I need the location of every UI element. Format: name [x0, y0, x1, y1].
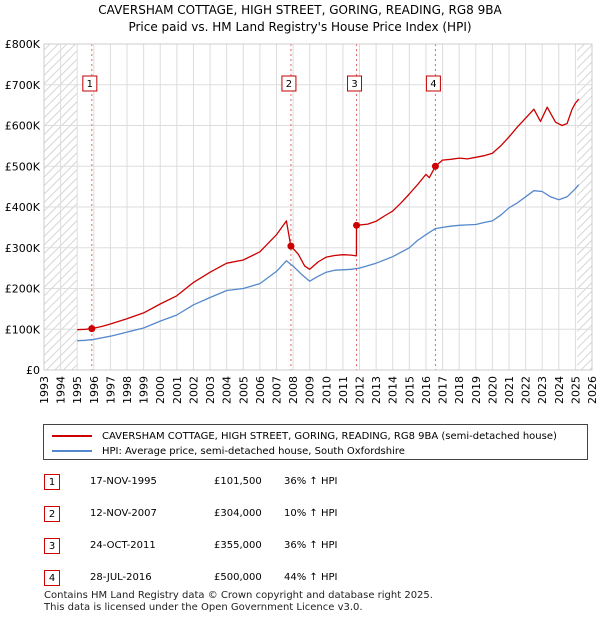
sale-hpi-diff: 36% ↑ HPI [284, 540, 338, 551]
legend-swatch-property [52, 435, 92, 437]
sale-point [353, 221, 361, 229]
sale-hpi-diff: 44% ↑ HPI [284, 572, 338, 583]
x-tick-label: 2002 [187, 376, 200, 404]
sale-label-box [347, 75, 363, 92]
x-tick-label: 2006 [254, 376, 267, 404]
hpi-series-line [77, 184, 580, 342]
x-tick-label: 2023 [536, 376, 549, 404]
sale-label-number: 3 [351, 79, 357, 90]
x-tick-label: 2019 [470, 376, 483, 404]
sale-price: £500,000 [214, 572, 262, 583]
footer-licence: This data is licensed under the Open Gov… [44, 602, 363, 613]
legend-label-property: CAVERSHAM COTTAGE, HIGH STREET, GORING, … [102, 430, 557, 442]
table-row: 1 17-NOV-1995 £101,500 36% ↑ HPI [44, 474, 584, 494]
legend-label-hpi: HPI: Average price, semi-detached house,… [102, 445, 405, 457]
x-tick-label: 2026 [586, 376, 599, 404]
legend-item-property: CAVERSHAM COTTAGE, HIGH STREET, GORING, … [52, 429, 557, 443]
x-tick-label: 1995 [71, 376, 84, 404]
y-tick-label: £300K [5, 242, 41, 255]
chart-subtitle: Price paid vs. HM Land Registry's House … [128, 20, 472, 34]
plot-frame [43, 43, 593, 371]
price-chart: 1 2 3 4 £0 £100K £200K £300K £400K £500K £600K £70… [5, 38, 599, 404]
sale-date: 24-OCT-2011 [90, 540, 156, 551]
sale-point [431, 162, 439, 170]
sale-label-box [425, 75, 441, 92]
x-tick-label: 2001 [171, 376, 184, 404]
sale-date: 12-NOV-2007 [90, 508, 157, 519]
x-tick-label: 1997 [104, 376, 117, 404]
x-tick-label: 2007 [270, 376, 283, 404]
x-tick-label: 2014 [387, 376, 400, 404]
x-tick-label: 1998 [121, 376, 134, 404]
sale-hpi-diff: 36% ↑ HPI [284, 476, 338, 487]
sale-label-number: 2 [286, 79, 292, 90]
x-tick-label: 2003 [204, 376, 217, 404]
y-tick-label: £600K [5, 120, 41, 133]
x-tick-label: 2011 [337, 376, 350, 404]
sale-number-badge: 4 [44, 570, 60, 586]
property-series-line [77, 98, 580, 331]
x-tick-label: 1993 [38, 376, 51, 404]
x-tick-label: 2025 [569, 376, 582, 404]
sale-number-badge: 3 [44, 538, 60, 554]
legend-item-hpi: HPI: Average price, semi-detached house,… [52, 444, 405, 458]
x-tick-label: 1999 [138, 376, 151, 404]
x-tick-label: 2022 [520, 376, 533, 404]
legend: CAVERSHAM COTTAGE, HIGH STREET, GORING, … [43, 424, 588, 460]
x-tick-label: 2020 [486, 376, 499, 404]
x-tick-label: 2016 [420, 376, 433, 404]
x-tick-label: 2008 [287, 376, 300, 404]
sale-number-badge: 1 [44, 474, 60, 490]
sale-point [88, 325, 96, 333]
table-row: 3 24-OCT-2011 £355,000 36% ↑ HPI [44, 538, 584, 558]
y-tick-label: £0 [26, 364, 40, 377]
sale-number-badge: 2 [44, 506, 60, 522]
x-tick-label: 2017 [437, 376, 450, 404]
x-tick-label: 2015 [403, 376, 416, 404]
sale-date: 17-NOV-1995 [90, 476, 157, 487]
table-row: 4 28-JUL-2016 £500,000 44% ↑ HPI [44, 570, 584, 590]
chart-title: CAVERSHAM COTTAGE, HIGH STREET, GORING, … [98, 3, 502, 17]
x-tick-label: 2024 [553, 376, 566, 404]
table-row: 2 12-NOV-2007 £304,000 10% ↑ HPI [44, 506, 584, 526]
x-tick-label: 2013 [370, 376, 383, 404]
sale-price: £101,500 [214, 476, 262, 487]
legend-swatch-hpi [52, 450, 92, 452]
sale-label-number: 4 [430, 79, 436, 90]
x-tick-label: 1996 [88, 376, 101, 404]
sale-label-box [281, 75, 297, 92]
x-tick-label: 1994 [55, 376, 68, 404]
x-tick-label: 2009 [304, 376, 317, 404]
x-tick-label: 2000 [154, 376, 167, 404]
x-tick-label: 2012 [354, 376, 367, 404]
y-tick-label: £500K [5, 160, 41, 173]
y-tick-label: £700K [5, 79, 41, 92]
x-tick-label: 2004 [221, 376, 234, 404]
sale-price: £304,000 [214, 508, 262, 519]
y-tick-label: £200K [5, 283, 41, 296]
sale-hpi-diff: 10% ↑ HPI [284, 508, 338, 519]
sale-point [287, 242, 295, 250]
x-tick-label: 2018 [453, 376, 466, 404]
y-tick-label: £800K [5, 38, 41, 51]
sale-price: £355,000 [214, 540, 262, 551]
sale-label-number: 1 [87, 79, 93, 90]
y-tick-label: £100K [5, 323, 41, 336]
sale-date: 28-JUL-2016 [90, 572, 152, 583]
x-tick-label: 2010 [320, 376, 333, 404]
sale-label-box [82, 75, 98, 92]
x-tick-label: 2021 [503, 376, 516, 404]
footer-copyright: Contains HM Land Registry data © Crown c… [44, 590, 433, 601]
x-tick-label: 2005 [237, 376, 250, 404]
y-tick-label: £400K [5, 201, 41, 214]
